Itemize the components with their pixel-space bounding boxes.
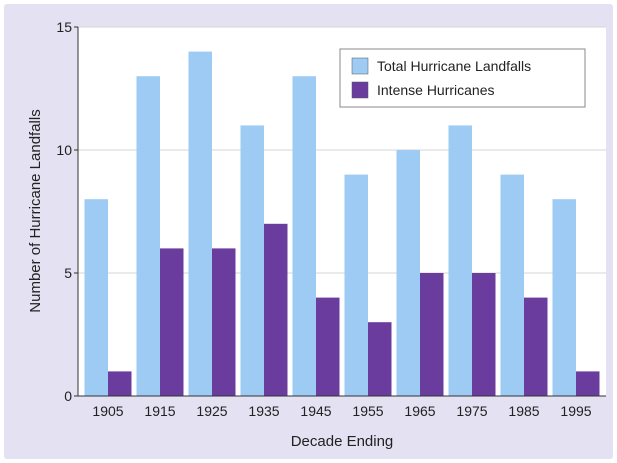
x-tick-label: 1975: [456, 403, 487, 419]
bar-total-1975: [448, 125, 472, 397]
bar-intense-1945: [316, 297, 340, 396]
x-tick-label: 1965: [404, 403, 435, 419]
legend-label-total: Total Hurricane Landfalls: [377, 58, 531, 74]
bar-intense-1955: [368, 322, 392, 396]
bar-intense-1985: [524, 297, 548, 396]
bar-intense-1925: [212, 248, 236, 396]
x-axis-label: Decade Ending: [291, 433, 394, 450]
y-tick-labels: 0 5 10 15: [56, 19, 78, 404]
bar-total-1935: [240, 125, 264, 397]
bar-total-1965: [396, 150, 420, 396]
bar-total-1985: [500, 174, 524, 396]
x-tick-label: 1955: [352, 403, 383, 419]
legend-swatch-intense: [351, 81, 369, 99]
x-tick-label: 1995: [560, 403, 591, 419]
x-tick-labels: 1905 1915 1925 1935 1945 1955 1965 1975 1985 1995: [92, 403, 591, 419]
bar-intense-1915: [160, 248, 184, 396]
y-tick-label: 5: [64, 265, 72, 281]
legend-label-intense: Intense Hurricanes: [377, 82, 495, 98]
y-tick-label: 0: [64, 388, 72, 404]
x-tick-label: 1905: [92, 403, 123, 419]
bar-total-1955: [344, 174, 368, 396]
bar-intense-1905: [108, 371, 132, 396]
x-tick-label: 1985: [508, 403, 539, 419]
bar-total-1925: [188, 51, 212, 396]
x-tick-label: 1935: [248, 403, 279, 419]
bar-intense-1975: [472, 273, 496, 396]
legend-swatch-total: [351, 57, 369, 75]
bar-total-1905: [84, 199, 108, 396]
y-axis-label: Number of Hurricane Landfalls: [27, 109, 44, 312]
legend-box: [339, 48, 586, 108]
bars: [84, 51, 600, 397]
bar-total-1995: [552, 199, 576, 396]
bar-total-1915: [136, 76, 160, 396]
bar-intense-1995: [576, 371, 600, 396]
bar-total-1945: [292, 76, 316, 396]
y-tick-label: 15: [56, 19, 72, 35]
x-tick-label: 1945: [300, 403, 331, 419]
legend: Total Hurricane Landfalls Intense Hurric…: [339, 48, 586, 108]
x-tick-label: 1915: [144, 403, 175, 419]
bar-intense-1965: [420, 273, 444, 396]
bar-intense-1935: [264, 223, 288, 396]
y-tick-label: 10: [56, 142, 72, 158]
x-tick-label: 1925: [196, 403, 227, 419]
